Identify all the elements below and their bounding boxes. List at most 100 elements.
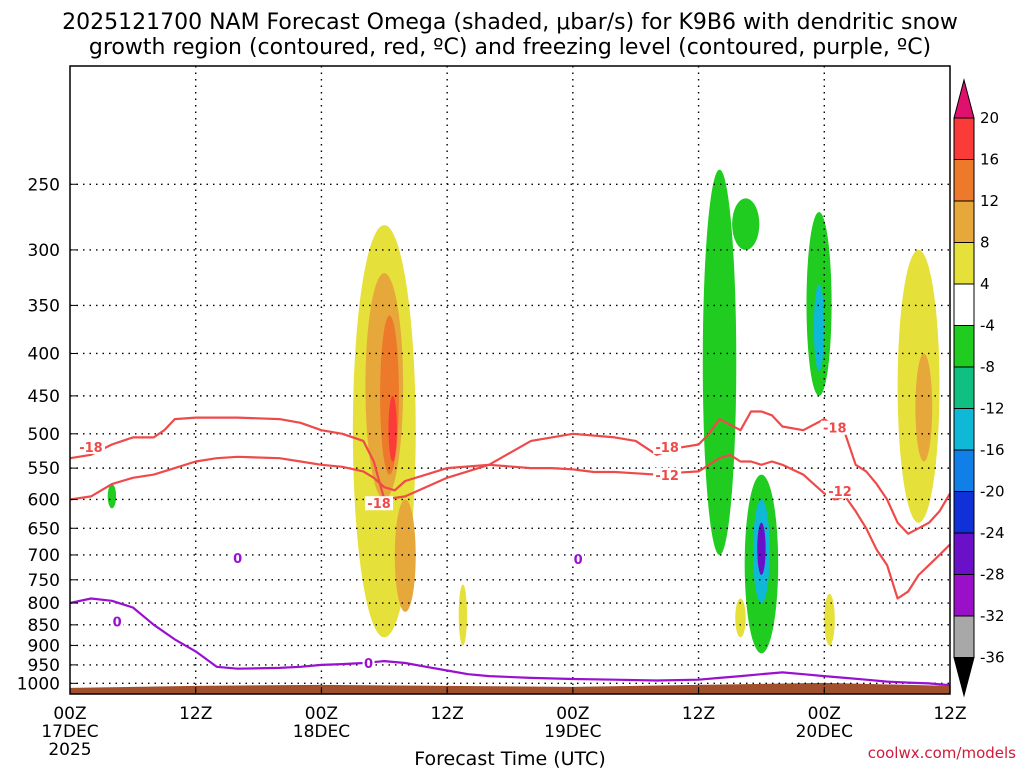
omega-shade-14 (813, 284, 825, 372)
plot-frame (69, 65, 951, 695)
x-tick-date-2: 18DEC (293, 722, 350, 742)
y-tick-label-600: 600 (28, 490, 60, 510)
colorbar-tick-5: -4 (980, 317, 995, 335)
chart-title-line2: growth region (contoured, red, ºC) and f… (89, 35, 931, 60)
y-tick-label-400: 400 (28, 344, 60, 364)
contour-label-bg-9 (572, 552, 585, 567)
colorbar-box-9 (953, 491, 975, 534)
y-axis-ticks: 2503003504004505005506006507007508008509… (17, 175, 77, 694)
contour-label-7: 0 (113, 616, 122, 631)
omega-shade-10 (735, 598, 746, 638)
colorbar-box-4 (953, 283, 975, 326)
colorbar-box-6 (953, 366, 975, 409)
x-tick-label-0: 00Z (53, 704, 86, 724)
contour-lines (70, 410, 950, 687)
omega-shade-13 (394, 499, 416, 612)
contour-label-bg-1 (365, 496, 394, 511)
colorbar-tick-10: -24 (980, 524, 1005, 542)
colorbar-tick-9: -20 (980, 483, 1005, 501)
omega-shading (107, 169, 940, 654)
omega-shade-5 (732, 198, 760, 250)
contour-label-3: -12 (655, 469, 679, 484)
colorbar-box-1 (953, 159, 975, 202)
contour-label-1: -18 (367, 497, 391, 512)
colorbar-tick-0: 20 (980, 109, 999, 127)
colorbar-bottom-arrow (953, 657, 975, 698)
contour-label-5: -12 (828, 485, 852, 500)
omega-shade-3 (458, 584, 468, 646)
contour-label-bg-7 (111, 614, 124, 629)
colorbar-top-arrow (953, 78, 975, 119)
x-tick-label-6: 00Z (808, 704, 841, 724)
omega-shade-8 (824, 593, 835, 646)
colorbar-box-12 (953, 615, 975, 658)
y-tick-label-950: 950 (28, 656, 60, 676)
omega-shade-11 (915, 353, 933, 462)
contour-red--12 (70, 453, 950, 600)
contour-label-bg-8 (362, 656, 375, 671)
x-tick-date-4: 19DEC (544, 722, 601, 742)
y-tick-label-350: 350 (28, 296, 60, 316)
colorbar-box-2 (953, 200, 975, 243)
colorbar-tick-13: -36 (980, 649, 1005, 667)
contour-label-6: 0 (233, 552, 242, 567)
colorbar-box-8 (953, 449, 975, 492)
colorbar-tick-4: 4 (980, 275, 990, 293)
y-tick-label-700: 700 (28, 546, 60, 566)
colorbar-tick-12: -32 (980, 607, 1005, 625)
contour-purple-0 (70, 597, 950, 687)
terrain-fill (70, 682, 950, 694)
y-tick-label-500: 500 (28, 425, 60, 445)
contour-label-bg-2 (653, 439, 682, 454)
colorbar-box-7 (953, 408, 975, 451)
x-tick-label-7: 12Z (933, 704, 966, 724)
contour-labels: -18 -18 -18 -12 -18 -12 0 0 0 0 (76, 420, 854, 672)
y-tick-label-550: 550 (28, 459, 60, 479)
y-tick-label-850: 850 (28, 616, 60, 636)
colorbar-tick-3: 8 (980, 234, 990, 252)
contour-label-bg-3 (653, 467, 682, 482)
omega-shade-4 (702, 169, 737, 555)
x-tick-label-5: 12Z (682, 704, 715, 724)
y-tick-label-900: 900 (28, 636, 60, 656)
y-tick-label-450: 450 (28, 387, 60, 407)
colorbar-tick-2: 12 (980, 192, 999, 210)
colorbar-box-11 (953, 574, 975, 617)
colorbar-box-5 (953, 325, 975, 368)
colorbar-box-0 (953, 117, 975, 160)
colorbar-box-3 (953, 242, 975, 285)
y-tick-label-650: 650 (28, 519, 60, 539)
contour-red--18 (70, 410, 950, 535)
colorbar-tick-8: -16 (980, 441, 1005, 459)
colorbar-box-10 (953, 532, 975, 575)
y-tick-label-800: 800 (28, 594, 60, 614)
omega-shade-15 (380, 315, 399, 475)
x-tick-label-1: 12Z (179, 704, 212, 724)
contour-label-8: 0 (364, 657, 373, 672)
contour-label-bg-6 (231, 551, 244, 566)
contour-label-2: -18 (655, 441, 679, 456)
x-tick-label-3: 12Z (431, 704, 464, 724)
x-tick-label-2: 00Z (305, 704, 338, 724)
contour-label-bg-5 (826, 484, 854, 499)
omega-shade-17 (388, 395, 397, 462)
x-tick-label-4: 00Z (556, 704, 589, 724)
contour-label-0: -18 (79, 441, 103, 456)
colorbar-tick-1: 16 (980, 151, 999, 169)
colorbar: 20 16 12 8 4 -4 -8 -12 -16 -20 -24 -28 -32 -36 (953, 78, 1005, 698)
x-tick-year-0: 2025 (48, 740, 91, 760)
y-tick-label-750: 750 (28, 571, 60, 591)
y-tick-label-250: 250 (28, 175, 60, 195)
omega-shade-0 (107, 484, 117, 509)
x-tick-date-6: 20DEC (796, 722, 853, 742)
site-credit: coolwx.com/models (868, 744, 1016, 762)
contour-label-4: -18 (823, 422, 847, 437)
colorbar-tick-11: -28 (980, 566, 1005, 584)
x-axis-label: Forecast Time (UTC) (414, 748, 605, 768)
y-tick-label-1000: 1000 (17, 674, 60, 694)
omega-shade-18 (757, 522, 766, 575)
contour-label-bg-0 (76, 439, 105, 454)
chart-title-line1: 2025121700 NAM Forecast Omega (shaded, μ… (62, 10, 958, 35)
